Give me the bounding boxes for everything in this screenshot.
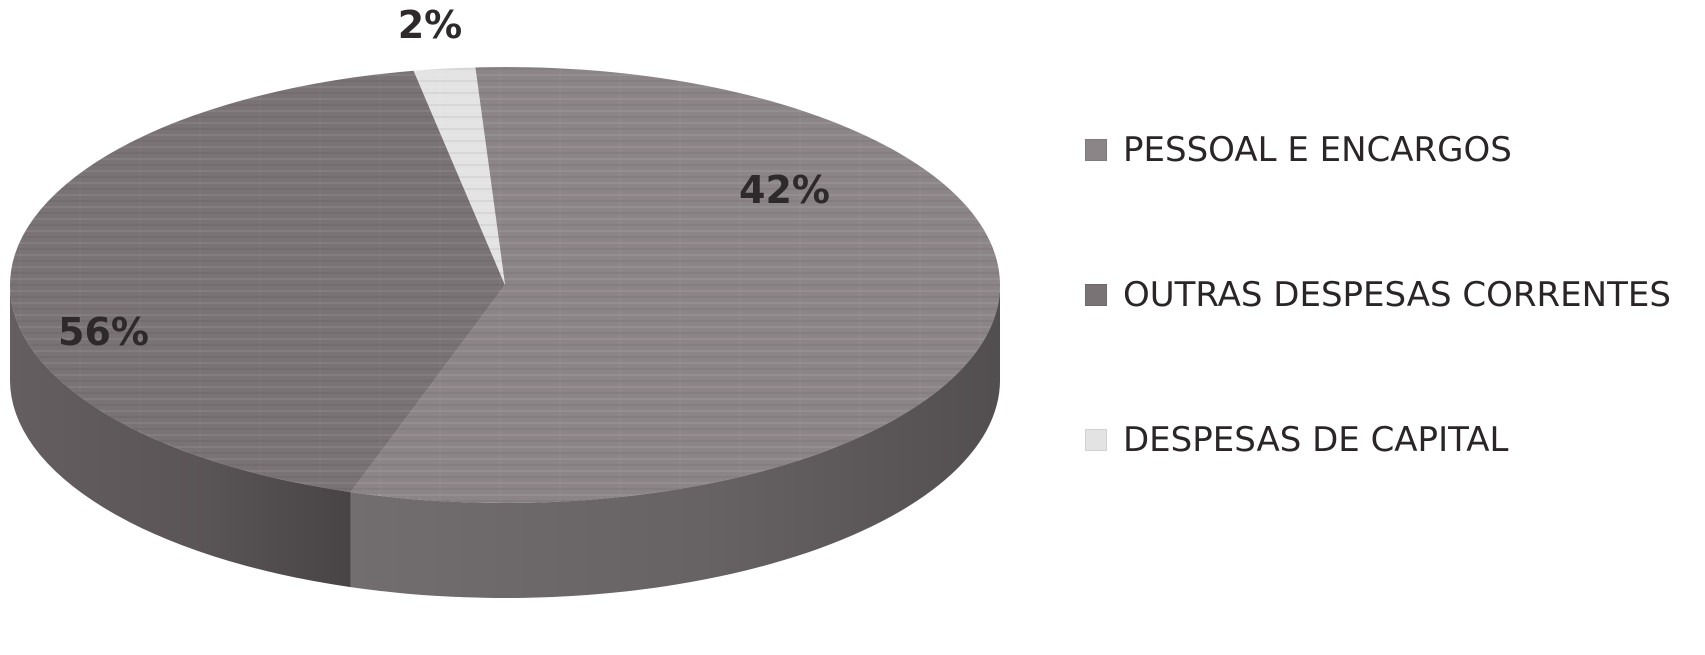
- pie-side-shade-pessoal: [350, 285, 1000, 598]
- legend-swatch-pessoal: [1085, 139, 1107, 161]
- legend-label-pessoal: PESSOAL E ENCARGOS: [1123, 130, 1512, 170]
- pie-texture: [10, 67, 1000, 503]
- legend-swatch-outras: [1085, 284, 1107, 306]
- data-labels: 56% 42% 2%: [58, 3, 830, 354]
- pie-side: [10, 285, 1000, 598]
- legend-item-outras: OUTRAS DESPESAS CORRENTES: [1085, 275, 1695, 315]
- pie-side-shade-outras: [10, 285, 351, 588]
- data-label-capital: 2%: [398, 3, 463, 47]
- legend-label-outras: OUTRAS DESPESAS CORRENTES: [1123, 275, 1671, 315]
- legend: PESSOAL E ENCARGOS OUTRAS DESPESAS CORRE…: [1085, 130, 1695, 460]
- data-label-pessoal: 56%: [58, 310, 149, 354]
- legend-item-capital: DESPESAS DE CAPITAL: [1085, 420, 1695, 460]
- data-label-outras: 42%: [739, 168, 830, 212]
- legend-label-capital: DESPESAS DE CAPITAL: [1123, 420, 1509, 460]
- legend-swatch-capital: [1085, 429, 1107, 451]
- pie-top-texture: [10, 67, 1000, 503]
- legend-item-pessoal: PESSOAL E ENCARGOS: [1085, 130, 1695, 170]
